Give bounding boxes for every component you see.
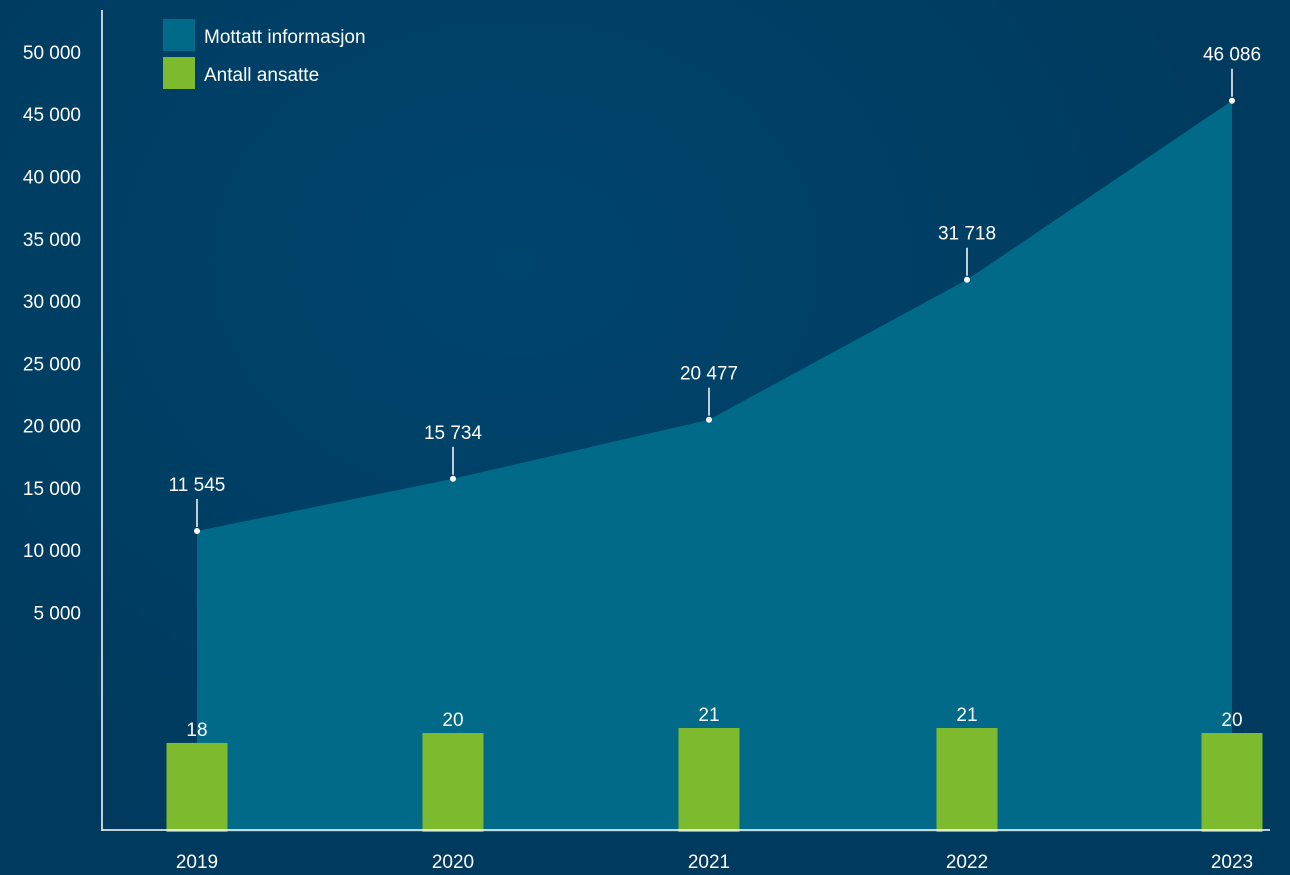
bar-antall-ansatte (678, 728, 740, 832)
y-tick-label: 25 000 (23, 354, 81, 375)
bar-antall-ansatte (936, 728, 998, 832)
bar-value-label: 18 (186, 720, 207, 741)
x-tick-label: 2023 (1211, 852, 1253, 873)
area-value-label: 20 477 (680, 364, 738, 385)
x-tick-label: 2019 (176, 852, 218, 873)
y-tick-label: 20 000 (23, 417, 81, 438)
bar-antall-ansatte (422, 733, 484, 832)
area-value-label: 46 086 (1203, 45, 1261, 66)
y-tick-label: 30 000 (23, 292, 81, 313)
legend-label: Mottatt informasjon (204, 27, 366, 48)
bar-value-label: 21 (698, 705, 719, 726)
area-value-label: 31 718 (938, 224, 996, 245)
data-point (1229, 97, 1235, 104)
data-point (194, 528, 200, 534)
y-tick-label: 15 000 (23, 479, 81, 500)
area-value-label: 11 545 (169, 475, 226, 496)
x-tick-label: 2021 (688, 852, 730, 873)
data-point (964, 276, 970, 283)
y-tick-label: 5 000 (33, 604, 81, 625)
y-tick-label: 45 000 (23, 105, 81, 126)
bar-value-label: 21 (956, 705, 977, 726)
legend-label: Antall ansatte (204, 65, 319, 86)
bar-antall-ansatte (1201, 733, 1263, 832)
x-tick-label: 2022 (946, 852, 988, 873)
area-value-label: 15 734 (424, 423, 483, 444)
bar-antall-ansatte (166, 742, 228, 832)
data-point (706, 416, 712, 423)
data-point (450, 475, 456, 482)
y-tick-label: 10 000 (23, 541, 81, 562)
y-tick-label: 35 000 (23, 230, 81, 251)
legend-swatch (163, 57, 195, 89)
bar-value-label: 20 (1221, 710, 1242, 731)
y-tick-label: 40 000 (23, 168, 81, 189)
bar-value-label: 20 (442, 710, 463, 731)
area-mottatt-informasjon (197, 100, 1232, 832)
x-tick-label: 2020 (432, 852, 474, 873)
legend-swatch (163, 19, 195, 51)
y-tick-label: 50 000 (23, 43, 81, 64)
